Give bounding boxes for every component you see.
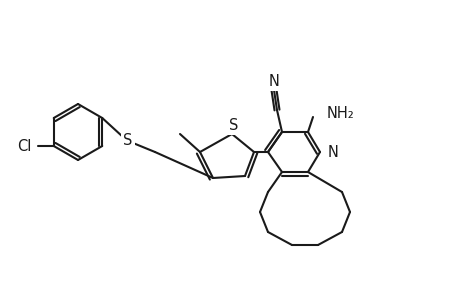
Text: N: N <box>268 74 279 88</box>
Text: S: S <box>123 133 132 148</box>
Text: N: N <box>327 145 338 160</box>
Text: NH₂: NH₂ <box>326 106 354 121</box>
Text: S: S <box>229 118 238 133</box>
Text: Cl: Cl <box>17 139 32 154</box>
